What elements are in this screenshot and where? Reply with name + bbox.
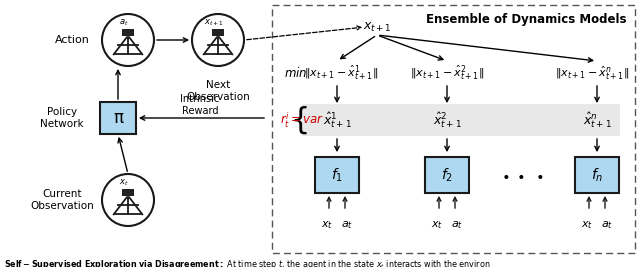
FancyBboxPatch shape	[315, 157, 359, 193]
Text: $\Vert x_{t+1} - \hat{x}_{t+1}^2\Vert$: $\Vert x_{t+1} - \hat{x}_{t+1}^2\Vert$	[410, 64, 484, 83]
Bar	[122, 189, 134, 196]
Text: $x_{t+1}$: $x_{t+1}$	[363, 21, 391, 34]
Text: Current
Observation: Current Observation	[30, 189, 94, 211]
Text: Ensemble of Dynamics Models: Ensemble of Dynamics Models	[426, 13, 627, 26]
Bar	[122, 29, 134, 36]
Text: $x_t$: $x_t$	[431, 219, 443, 231]
Text: $x_t$: $x_t$	[581, 219, 593, 231]
Text: $a_t$: $a_t$	[451, 219, 463, 231]
Text: Intrinsic
Reward: Intrinsic Reward	[180, 95, 220, 116]
Circle shape	[192, 14, 244, 66]
Bar	[212, 29, 224, 36]
Text: $a_t$: $a_t$	[119, 18, 129, 28]
FancyBboxPatch shape	[100, 102, 136, 134]
FancyBboxPatch shape	[425, 157, 469, 193]
Text: $x_t$: $x_t$	[321, 219, 333, 231]
Text: {: {	[291, 105, 310, 135]
Text: $a_t$: $a_t$	[601, 219, 613, 231]
Text: $\bullet\ \bullet\ \bullet$: $\bullet\ \bullet\ \bullet$	[500, 168, 543, 182]
FancyBboxPatch shape	[302, 104, 620, 136]
Text: π: π	[113, 109, 123, 127]
FancyBboxPatch shape	[575, 157, 619, 193]
Text: $f_n$: $f_n$	[591, 166, 604, 184]
Text: $\hat{x}_{t+1}^1$: $\hat{x}_{t+1}^1$	[323, 110, 351, 130]
Text: $x_t$: $x_t$	[119, 178, 129, 188]
Text: $r_t^i = var$: $r_t^i = var$	[280, 110, 324, 130]
Circle shape	[102, 14, 154, 66]
Text: Action: Action	[54, 35, 90, 45]
Text: $x_{t+1}$: $x_{t+1}$	[204, 18, 224, 28]
Text: $\hat{x}_{t+1}^n$: $\hat{x}_{t+1}^n$	[582, 110, 611, 130]
Text: $\mathbf{Self-Supervised\ Exploration\ via\ Disagreement:}$ At time step $t$, th: $\mathbf{Self-Supervised\ Exploration\ v…	[4, 258, 490, 267]
Text: $min$: $min$	[284, 66, 307, 80]
Text: Next
Observation: Next Observation	[186, 80, 250, 102]
Text: $f_1$: $f_1$	[331, 166, 343, 184]
Text: $\hat{x}_{t+1}^2$: $\hat{x}_{t+1}^2$	[433, 110, 461, 130]
Text: $a_t$: $a_t$	[341, 219, 353, 231]
Text: $f_2$: $f_2$	[441, 166, 453, 184]
Text: $\Vert x_{t+1} - \hat{x}_{t+1}^1\Vert$: $\Vert x_{t+1} - \hat{x}_{t+1}^1\Vert$	[304, 64, 378, 83]
Text: Policy
Network: Policy Network	[40, 107, 84, 129]
Text: $\Vert x_{t+1} - \hat{x}_{t+1}^n\Vert$: $\Vert x_{t+1} - \hat{x}_{t+1}^n\Vert$	[555, 64, 629, 82]
Circle shape	[102, 174, 154, 226]
